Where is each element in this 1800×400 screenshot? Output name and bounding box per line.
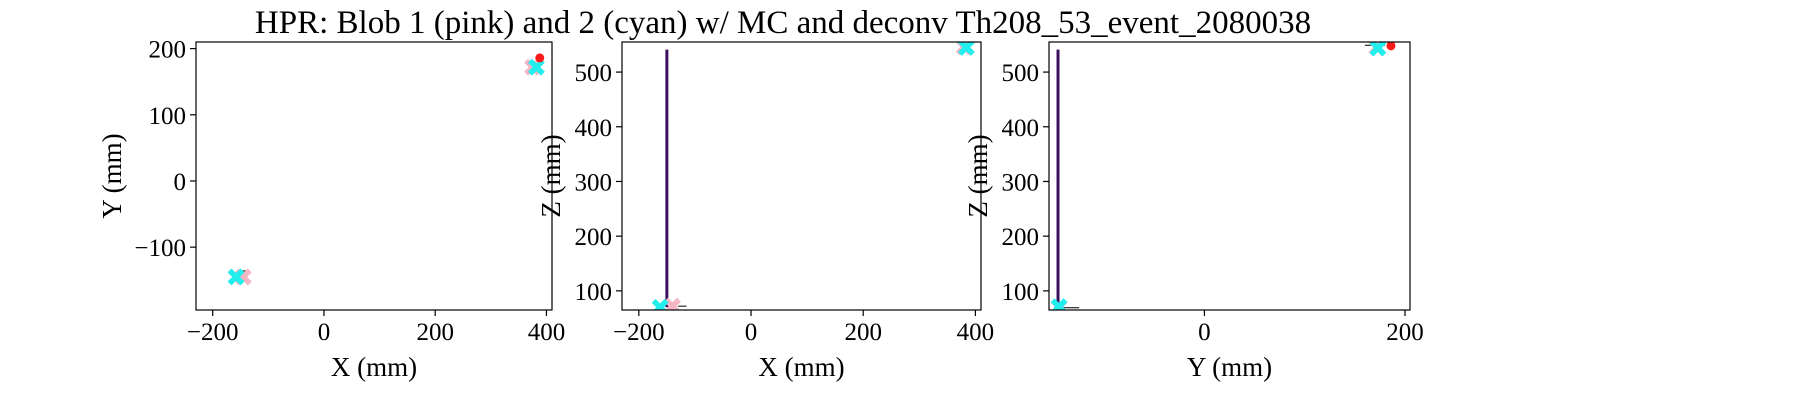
subplot-2: −200 0 200 400 100 200 300 400 500 Z (mm) X (mm)	[536, 41, 995, 382]
plot-area	[651, 42, 975, 310]
x-tick-label-1: 0	[318, 319, 331, 346]
blob2-marker-1	[527, 58, 545, 76]
mc-point-0	[535, 53, 545, 63]
y-tick-label-0: −100	[134, 235, 186, 262]
blob1-marker-0	[664, 297, 681, 310]
axes-frame	[195, 41, 553, 311]
blob1-marker-1	[524, 58, 541, 76]
x-tick-label-1: 0	[745, 319, 758, 346]
y-tick-label-1: 200	[575, 224, 613, 251]
y-tick-label-2: 300	[575, 169, 613, 196]
y-tick-label-3: 400	[575, 115, 613, 142]
blob2-marker-1-stroke-b	[1369, 42, 1387, 57]
y-tick-label-0: 100	[575, 279, 613, 306]
x-tick-label-2: 200	[844, 319, 882, 346]
y-tick-label-0: 100	[1002, 279, 1040, 306]
plot-area	[227, 53, 545, 286]
blob2-marker-0-stroke-b	[653, 298, 669, 310]
subplots: −200 0 200 400 −100 0 100 200 Y (mm) X (mm) −200 0 2…	[97, 37, 1424, 382]
blob2-marker-0-stroke-b	[1051, 298, 1068, 310]
x-tick-label-0: −200	[187, 319, 239, 346]
x-axis-label: X (mm)	[331, 352, 417, 382]
x-tick-label-1: 200	[1386, 319, 1424, 346]
subplot-3: 0 200 100 200 300 400 500 Z (mm) Y (mm)	[963, 41, 1424, 382]
y-tick-label-1: 0	[174, 169, 187, 196]
blob2-marker-0	[651, 298, 669, 310]
x-tick-label-2: 200	[416, 319, 454, 346]
blob2-marker-1-stroke-b	[957, 42, 975, 56]
axes-frame	[1048, 41, 1411, 311]
figure-title: HPR: Blob 1 (pink) and 2 (cyan) w/ MC an…	[255, 5, 1311, 41]
plot-area	[1050, 42, 1396, 310]
y-axis-label: Z (mm)	[963, 134, 993, 217]
y-tick-label-3: 400	[1002, 115, 1040, 142]
y-tick-label-3: 200	[149, 37, 187, 64]
subplot-1: −200 0 200 400 −100 0 100 200 Y (mm) X (mm)	[97, 37, 565, 382]
blob2-marker-1	[1369, 42, 1387, 57]
y-tick-label-4: 500	[1002, 60, 1040, 87]
blob2-marker-0-stroke-b	[227, 268, 245, 286]
blob2-marker-0	[227, 268, 245, 286]
blob1-marker-1-stroke-b	[524, 58, 541, 76]
blob2-marker-1-stroke-b	[527, 58, 545, 76]
x-tick-label-3: 400	[957, 319, 995, 346]
x-tick-label-0: 0	[1198, 319, 1211, 346]
blob2-marker-0	[1050, 298, 1068, 310]
x-axis-label: X (mm)	[758, 352, 844, 382]
blob2-marker-1	[957, 42, 975, 56]
y-axis-label: Y (mm)	[97, 133, 127, 218]
x-tick-label-0: −200	[613, 319, 665, 346]
x-tick-label-3: 400	[528, 319, 566, 346]
axes-frame	[621, 41, 982, 311]
y-tick-label-4: 500	[575, 60, 613, 87]
y-axis-label: Z (mm)	[536, 134, 566, 217]
blob1-marker-0-stroke-b	[664, 297, 681, 310]
x-axis-label: Y (mm)	[1187, 352, 1272, 382]
y-tick-label-2: 100	[149, 103, 187, 130]
y-tick-label-2: 300	[1002, 169, 1040, 196]
mc-point-0	[1386, 42, 1396, 51]
y-tick-label-1: 200	[1002, 224, 1040, 251]
